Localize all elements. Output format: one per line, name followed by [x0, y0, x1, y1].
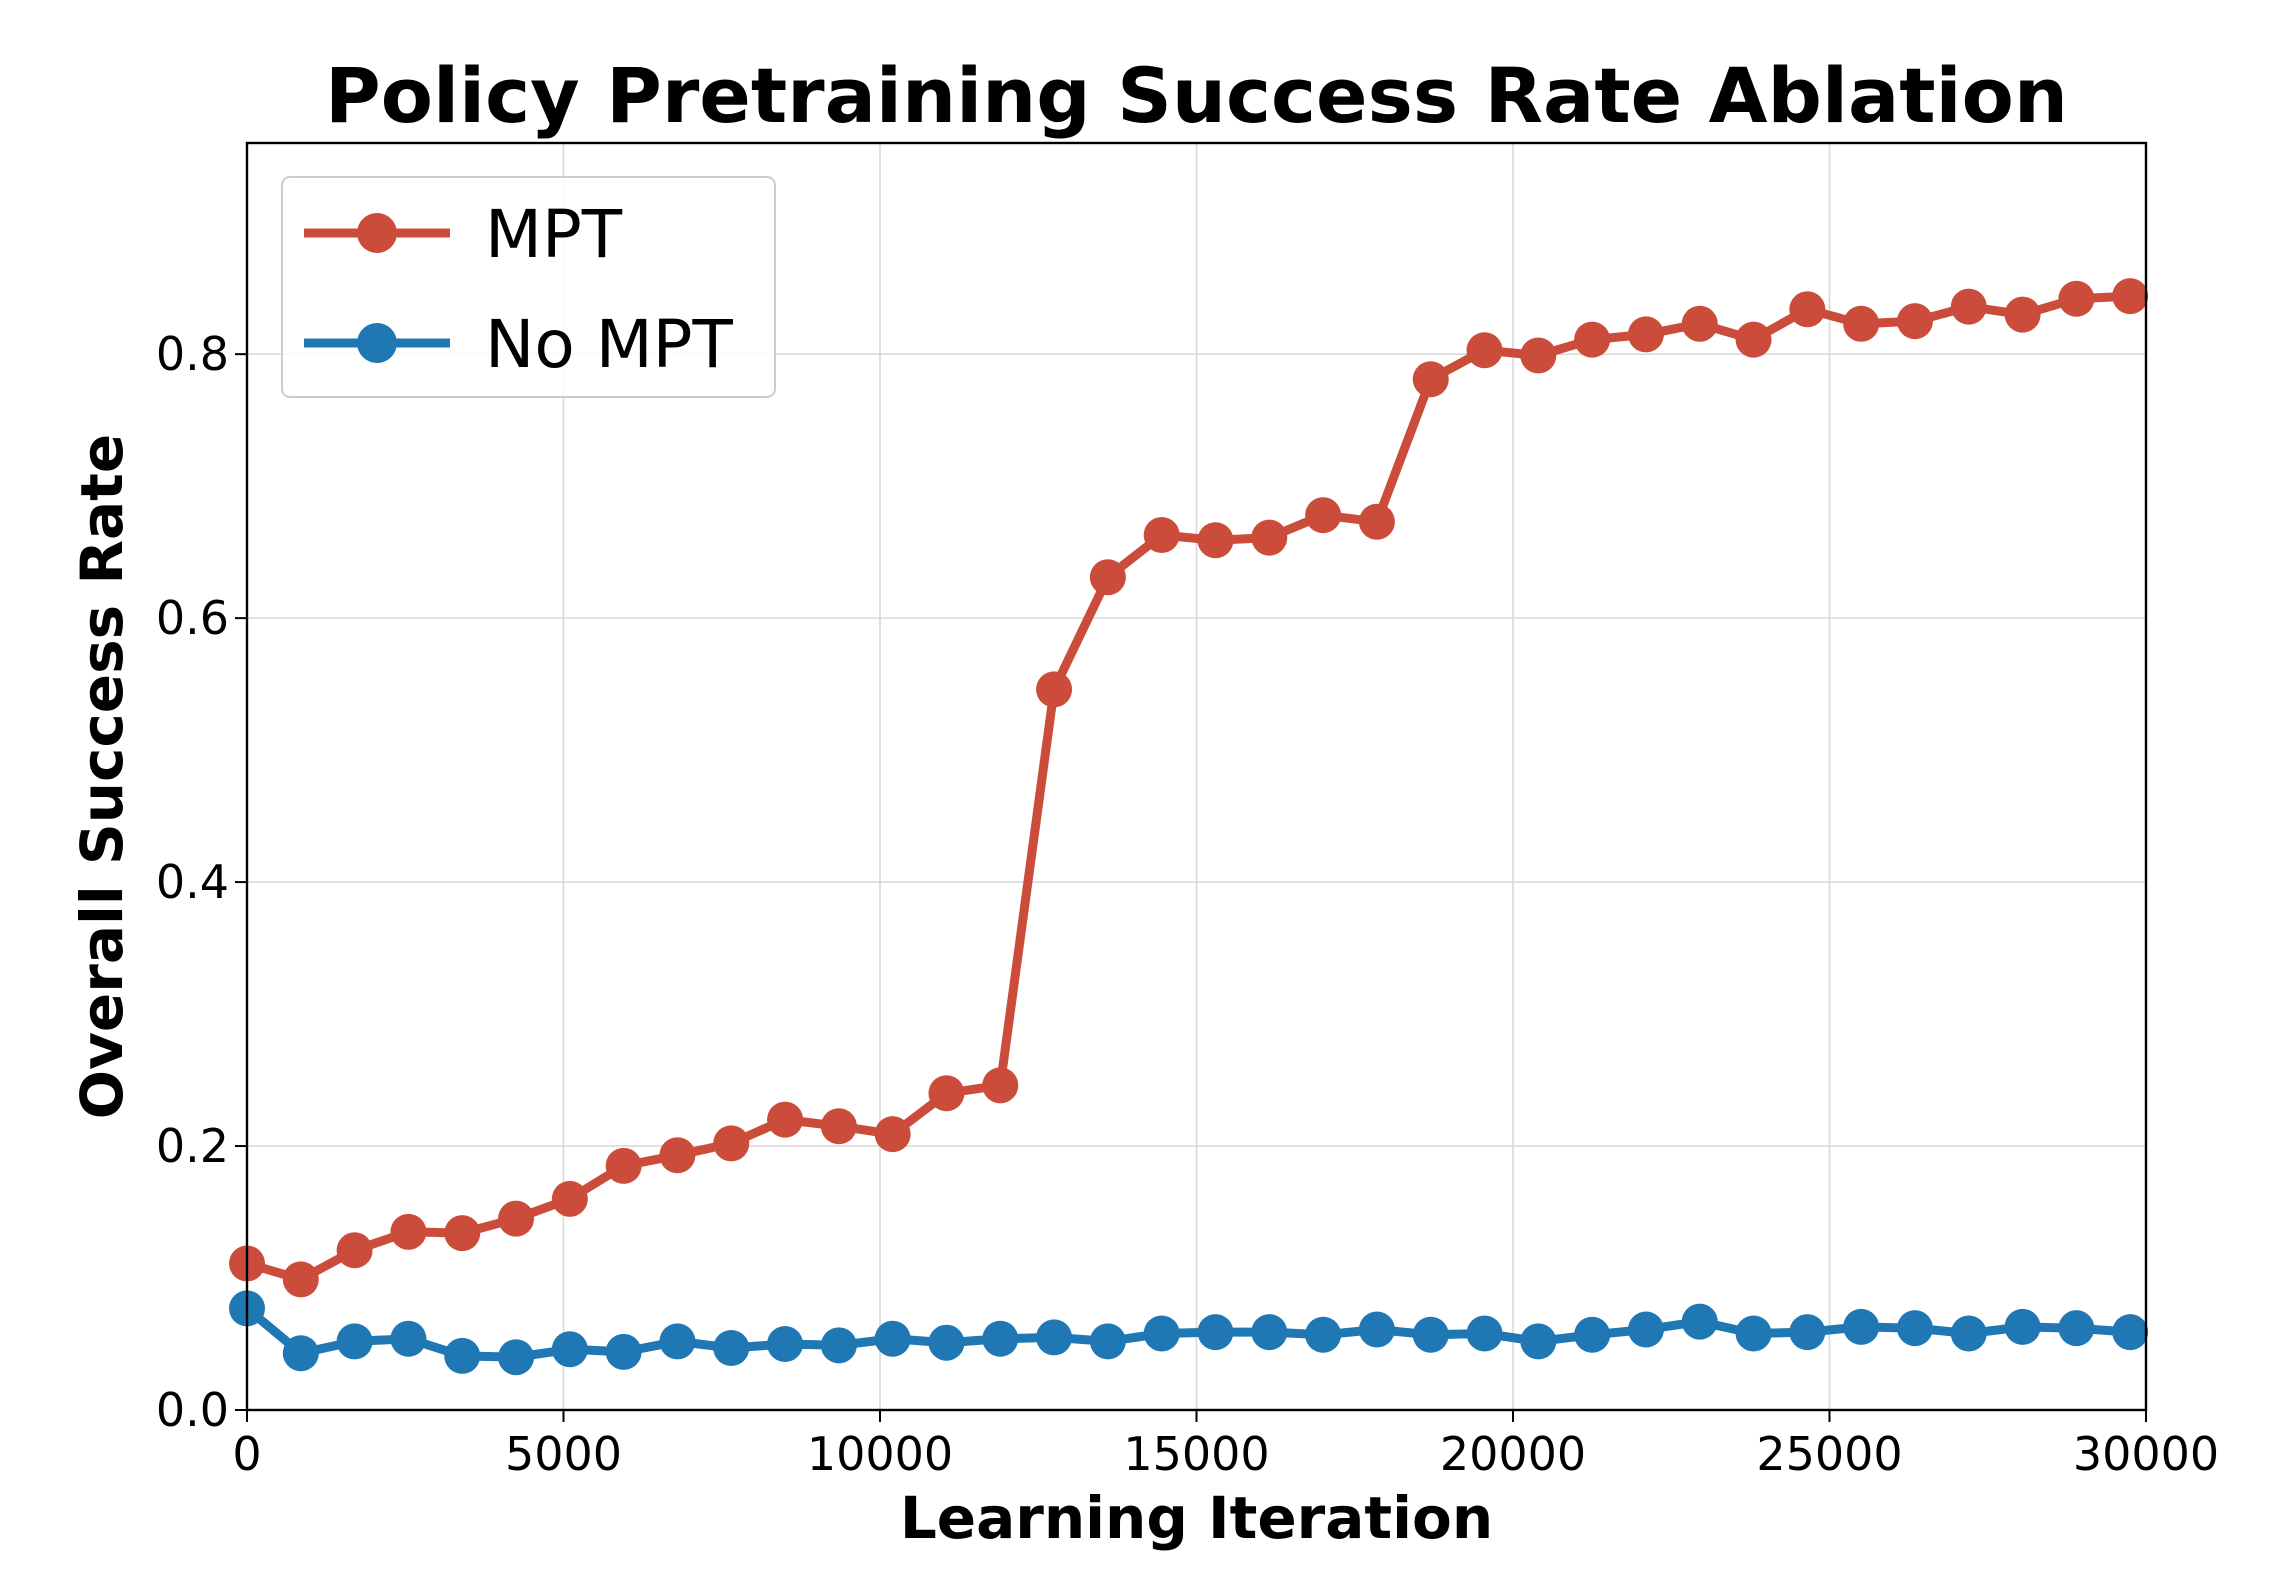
data-point — [820, 1108, 857, 1145]
data-point — [874, 1116, 911, 1153]
data-point — [1305, 1316, 1342, 1353]
y-tick-label: 0.6 — [156, 591, 229, 645]
x-tick-label: 5000 — [505, 1427, 622, 1481]
data-point — [1574, 1316, 1611, 1353]
series-layer — [229, 278, 2149, 1376]
data-point — [982, 1320, 1019, 1357]
series-no-mpt — [229, 1290, 2149, 1376]
data-point — [1950, 288, 1987, 325]
data-point — [1627, 316, 1664, 353]
data-point — [1950, 1315, 1987, 1352]
data-point — [1358, 503, 1395, 540]
data-point — [1574, 321, 1611, 358]
data-point — [767, 1101, 804, 1138]
data-point — [444, 1215, 481, 1252]
data-point — [1412, 361, 1449, 398]
data-point — [1412, 1316, 1449, 1353]
x-tick-label: 10000 — [807, 1427, 953, 1481]
data-point — [1358, 1311, 1395, 1348]
x-axis-title: Learning Iteration — [900, 1484, 1493, 1552]
data-point — [1466, 332, 1503, 369]
data-point — [1627, 1311, 1664, 1348]
data-point — [1735, 1315, 1772, 1352]
data-point — [928, 1324, 965, 1361]
data-point — [336, 1323, 373, 1360]
x-tick-label: 30000 — [2073, 1427, 2219, 1481]
legend: MPT No MPT — [281, 176, 776, 398]
data-point — [1896, 1310, 1933, 1347]
legend-label: No MPT — [485, 306, 733, 383]
data-point — [551, 1331, 588, 1368]
data-point — [605, 1147, 642, 1184]
data-point — [1466, 1315, 1503, 1352]
data-point — [2112, 278, 2149, 315]
data-point — [1735, 321, 1772, 358]
y-tick-label: 0.0 — [156, 1383, 229, 1437]
data-point — [1036, 1319, 1073, 1356]
data-point — [1896, 303, 1933, 340]
y-tick-label: 0.8 — [156, 327, 229, 381]
data-point — [2058, 280, 2095, 317]
data-point — [659, 1137, 696, 1174]
data-point — [1036, 671, 1073, 708]
data-point — [390, 1320, 427, 1357]
data-point — [1789, 1314, 1826, 1351]
data-point — [2058, 1310, 2095, 1347]
data-point — [820, 1327, 857, 1364]
data-point — [1843, 305, 1880, 342]
legend-item: MPT — [304, 196, 623, 273]
data-point — [2004, 296, 2041, 333]
legend-marker — [357, 213, 397, 253]
data-point — [1089, 1323, 1126, 1360]
data-point — [1520, 337, 1557, 374]
data-point — [551, 1180, 588, 1217]
legend-marker — [357, 323, 397, 363]
data-point — [1305, 497, 1342, 534]
data-point — [390, 1213, 427, 1250]
chart-title: Policy Pretraining Success Rate Ablation — [325, 51, 2068, 140]
series-mpt — [229, 278, 2149, 1298]
data-point — [713, 1329, 750, 1366]
data-point — [1681, 305, 1718, 342]
data-point — [1143, 1315, 1180, 1352]
x-tick-label: 25000 — [1756, 1427, 1902, 1481]
data-point — [282, 1335, 319, 1372]
data-point — [1251, 1314, 1288, 1351]
data-point — [336, 1232, 373, 1269]
data-point — [1251, 519, 1288, 556]
data-point — [498, 1339, 535, 1376]
data-point — [1143, 516, 1180, 553]
x-tick-label: 0 — [232, 1427, 261, 1481]
data-point — [982, 1067, 1019, 1104]
data-point — [282, 1261, 319, 1298]
data-point — [1197, 1314, 1234, 1351]
x-tick-label: 20000 — [1440, 1427, 1586, 1481]
legend-item: No MPT — [304, 306, 733, 383]
data-point — [1789, 291, 1826, 328]
y-tick-label: 0.2 — [156, 1119, 229, 1173]
data-point — [1089, 559, 1126, 596]
legend-label: MPT — [485, 196, 623, 273]
data-point — [659, 1323, 696, 1360]
axis-ticks: 0 5000 10000 15000 20000 25000 30000 0.0 0.2 0.4 0… — [156, 327, 2219, 1481]
x-tick-label: 15000 — [1123, 1427, 1269, 1481]
data-point — [767, 1326, 804, 1363]
y-tick-label: 0.4 — [156, 855, 229, 909]
data-point — [713, 1125, 750, 1162]
data-point — [498, 1200, 535, 1237]
data-point — [1197, 522, 1234, 559]
data-point — [2112, 1314, 2149, 1351]
y-axis-title: Overall Success Rate — [68, 434, 136, 1119]
data-point — [444, 1337, 481, 1374]
data-point — [928, 1075, 965, 1112]
data-point — [1843, 1308, 1880, 1345]
data-point — [1520, 1323, 1557, 1360]
data-point — [605, 1333, 642, 1370]
data-point — [874, 1320, 911, 1357]
data-point — [1681, 1303, 1718, 1340]
data-point — [2004, 1308, 2041, 1345]
